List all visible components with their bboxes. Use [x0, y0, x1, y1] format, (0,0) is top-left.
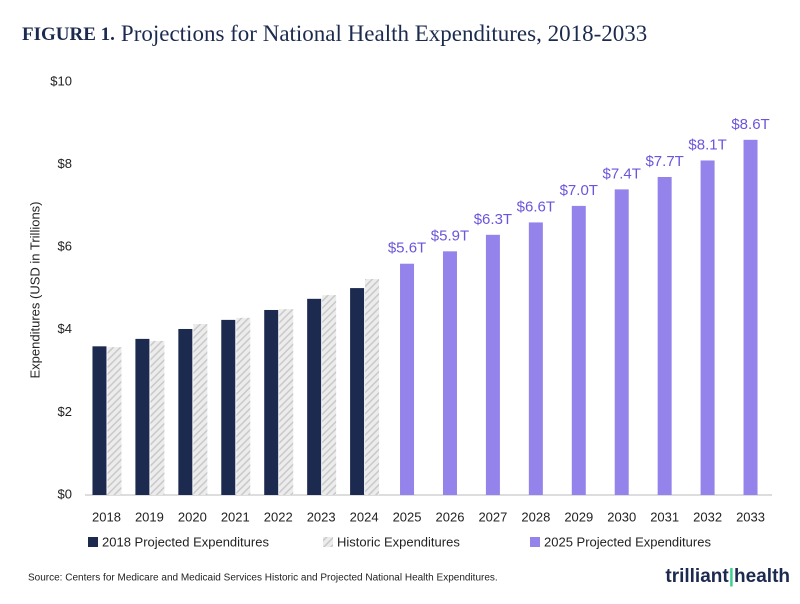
title-text: Projections for National Health Expendit…: [121, 21, 647, 46]
bar: [700, 160, 715, 495]
bar: [485, 234, 500, 495]
bar: [743, 139, 758, 495]
value-label: $6.6T: [517, 198, 555, 215]
legend-swatch: [530, 537, 540, 547]
y-tick-label: $0: [58, 486, 72, 501]
logo: trilliant|health: [665, 566, 790, 587]
bar: [264, 309, 279, 495]
legend-swatch: [88, 537, 98, 547]
bar: [400, 263, 415, 495]
x-tick-label: 2020: [178, 509, 207, 524]
bar: [614, 189, 629, 495]
bar: [221, 319, 236, 495]
legend-label: 2018 Projected Expenditures: [102, 534, 269, 549]
x-tick-label: 2028: [521, 509, 550, 524]
y-tick-label: $2: [58, 404, 72, 419]
bar: [107, 347, 122, 495]
x-tick-label: 2021: [221, 509, 250, 524]
bar: [365, 279, 380, 495]
bar: [442, 251, 457, 495]
x-tick-label: 2033: [736, 509, 765, 524]
bar: [135, 338, 150, 495]
logo-part: trilliant: [665, 566, 729, 587]
value-label: $7.7T: [645, 153, 683, 170]
y-tick-label: $6: [58, 239, 72, 254]
x-tick-label: 2030: [607, 509, 636, 524]
bar: [92, 346, 107, 495]
title-prefix: FIGURE 1.: [22, 24, 115, 45]
bar: [322, 295, 337, 495]
x-tick-label: 2024: [350, 509, 379, 524]
x-tick-label: 2031: [650, 509, 679, 524]
bar: [279, 309, 294, 495]
bar: [657, 176, 672, 496]
value-label: $7.4T: [603, 165, 641, 182]
x-tick-label: 2022: [264, 509, 293, 524]
x-tick-label: 2027: [478, 509, 507, 524]
legend-label: 2025 Projected Expenditures: [544, 534, 711, 549]
source-note: Source: Centers for Medicare and Medicai…: [28, 573, 498, 584]
chart-title: FIGURE 1. Projections for National Health…: [22, 21, 647, 46]
bar: [193, 324, 208, 495]
bar: [236, 317, 251, 495]
x-tick-label: 2025: [393, 509, 422, 524]
y-tick-label: $10: [50, 73, 72, 88]
bar: [150, 340, 165, 495]
legend-label: Historic Expenditures: [337, 534, 460, 549]
value-label: $5.9T: [431, 227, 469, 244]
bar: [178, 328, 193, 495]
x-tick-label: 2029: [564, 509, 593, 524]
y-tick-label: $4: [58, 321, 72, 336]
value-label: $8.1T: [688, 136, 726, 153]
bar: [307, 298, 322, 495]
x-tick-label: 2019: [135, 509, 164, 524]
bar: [528, 222, 543, 496]
value-label: $6.3T: [474, 211, 512, 228]
legend-swatch: [323, 537, 333, 547]
value-label: $8.6T: [731, 116, 769, 133]
bar: [350, 288, 365, 495]
y-tick-label: $8: [58, 156, 72, 171]
y-axis-title: Expenditures (USD in Trillions): [27, 201, 42, 378]
value-label: $5.6T: [388, 240, 426, 257]
x-tick-label: 2026: [436, 509, 465, 524]
logo-part: health: [734, 566, 790, 587]
x-tick-label: 2023: [307, 509, 336, 524]
x-tick-label: 2018: [92, 509, 121, 524]
value-label: $7.0T: [560, 182, 598, 199]
logo-part: |: [729, 566, 734, 587]
bar: [571, 205, 586, 495]
x-tick-label: 2032: [693, 509, 722, 524]
